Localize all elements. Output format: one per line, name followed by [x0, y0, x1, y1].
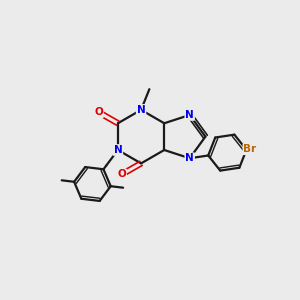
Text: N: N	[113, 145, 122, 155]
Text: N: N	[137, 105, 146, 115]
Text: Br: Br	[243, 144, 256, 154]
Text: N: N	[185, 153, 194, 163]
Text: O: O	[94, 107, 103, 117]
Text: N: N	[185, 110, 194, 120]
Text: O: O	[117, 169, 126, 179]
